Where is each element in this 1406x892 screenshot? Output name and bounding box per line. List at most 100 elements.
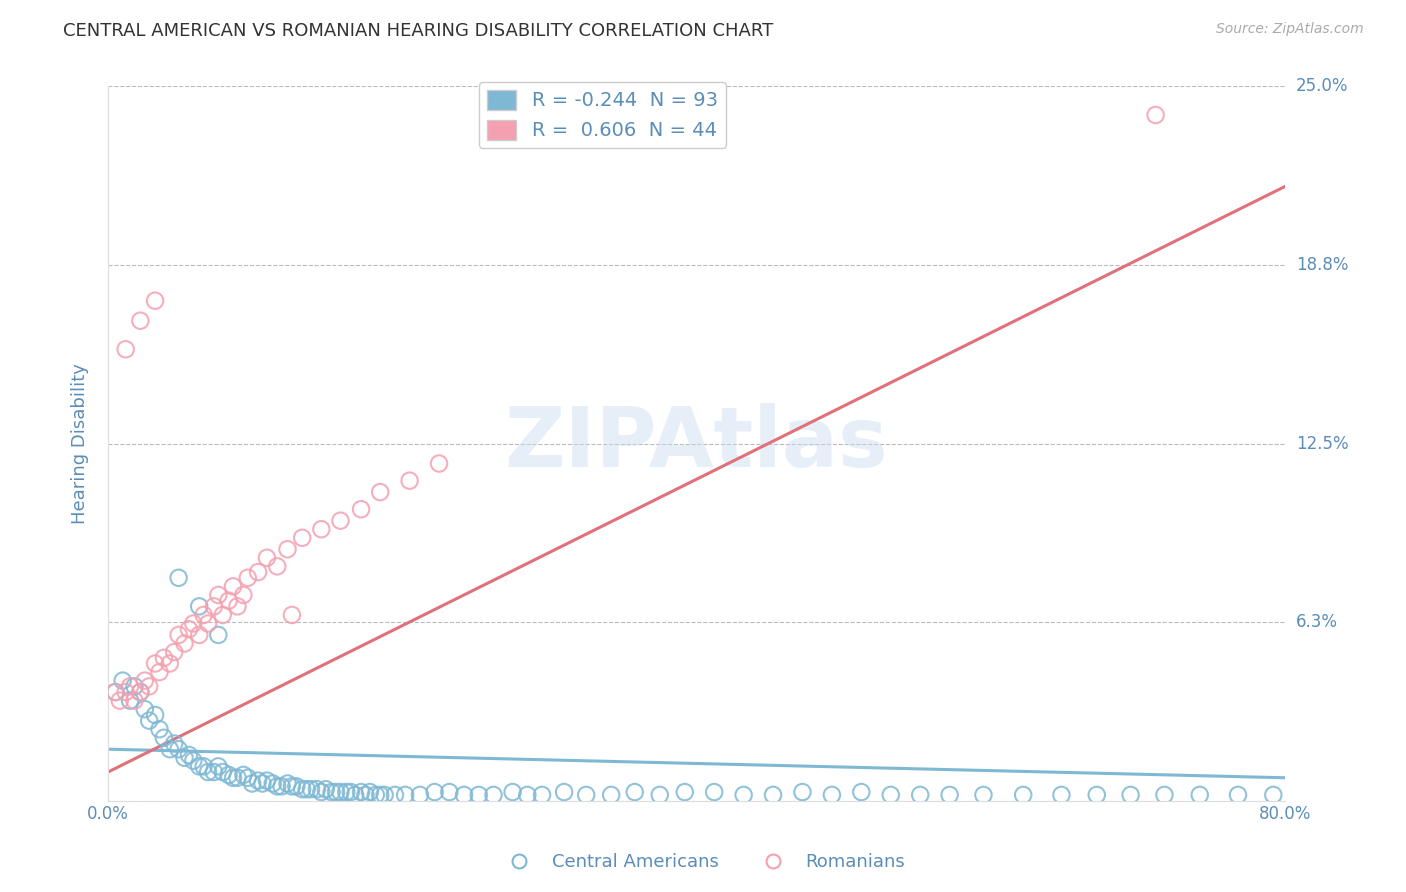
Text: 12.5%: 12.5% <box>1296 434 1348 452</box>
Point <box>240 776 263 790</box>
Point <box>295 782 318 797</box>
Point <box>124 693 146 707</box>
Point <box>148 722 170 736</box>
Point <box>1119 788 1142 802</box>
Y-axis label: Hearing Disability: Hearing Disability <box>72 363 89 524</box>
Point <box>285 780 308 794</box>
Text: 18.8%: 18.8% <box>1296 256 1348 274</box>
Point <box>354 788 377 802</box>
Point <box>188 628 211 642</box>
Point <box>439 785 461 799</box>
Point <box>252 776 274 790</box>
Point <box>364 788 387 802</box>
Point <box>368 485 391 500</box>
Point <box>908 788 931 802</box>
Point <box>266 559 288 574</box>
Point <box>218 593 240 607</box>
Point <box>193 759 215 773</box>
Point <box>553 785 575 799</box>
Point <box>262 776 284 790</box>
Point <box>299 782 322 797</box>
Point <box>335 785 357 799</box>
Point <box>163 645 186 659</box>
Point <box>276 776 298 790</box>
Text: ZIPAtlas: ZIPAtlas <box>505 403 889 484</box>
Point <box>197 616 219 631</box>
Point <box>193 607 215 622</box>
Point <box>207 628 229 642</box>
Point <box>600 788 623 802</box>
Point <box>648 788 671 802</box>
Point <box>1050 788 1073 802</box>
Point <box>339 785 361 799</box>
Point <box>256 550 278 565</box>
Point <box>329 514 352 528</box>
Point <box>143 293 166 308</box>
Point <box>531 788 554 802</box>
Point <box>173 751 195 765</box>
Point <box>207 759 229 773</box>
Text: Source: ZipAtlas.com: Source: ZipAtlas.com <box>1216 22 1364 37</box>
Point <box>202 765 225 780</box>
Point <box>143 707 166 722</box>
Point <box>124 679 146 693</box>
Point <box>134 673 156 688</box>
Point <box>325 785 347 799</box>
Point <box>291 531 314 545</box>
Point <box>159 657 181 671</box>
Point <box>344 788 367 802</box>
Point <box>329 785 352 799</box>
Point <box>409 788 432 802</box>
Point <box>972 788 994 802</box>
Point <box>703 785 725 799</box>
Point <box>120 679 142 693</box>
Point <box>270 780 292 794</box>
Point <box>232 768 254 782</box>
Point <box>281 780 304 794</box>
Point <box>197 765 219 780</box>
Point <box>575 788 598 802</box>
Point <box>177 747 200 762</box>
Point <box>167 571 190 585</box>
Point <box>1144 108 1167 122</box>
Point <box>173 636 195 650</box>
Point <box>104 685 127 699</box>
Point <box>266 780 288 794</box>
Point <box>247 565 270 579</box>
Point <box>502 785 524 799</box>
Point <box>359 785 381 799</box>
Point <box>821 788 844 802</box>
Point <box>291 782 314 797</box>
Point <box>305 782 328 797</box>
Point <box>114 343 136 357</box>
Point <box>350 785 373 799</box>
Point <box>792 785 814 799</box>
Point <box>167 628 190 642</box>
Point <box>1227 788 1250 802</box>
Point <box>129 685 152 699</box>
Point <box>256 773 278 788</box>
Point <box>183 616 205 631</box>
Point <box>222 579 245 593</box>
Point <box>423 785 446 799</box>
Point <box>311 785 333 799</box>
Point <box>211 607 233 622</box>
Point <box>111 673 134 688</box>
Point <box>394 788 416 802</box>
Point <box>623 785 645 799</box>
Point <box>851 785 873 799</box>
Point <box>281 607 304 622</box>
Text: CENTRAL AMERICAN VS ROMANIAN HEARING DISABILITY CORRELATION CHART: CENTRAL AMERICAN VS ROMANIAN HEARING DIS… <box>63 22 773 40</box>
Point <box>453 788 475 802</box>
Point <box>148 665 170 679</box>
Point <box>226 599 249 614</box>
Text: 25.0%: 25.0% <box>1296 78 1348 95</box>
Point <box>398 474 420 488</box>
Point <box>516 788 538 802</box>
Point <box>153 731 176 745</box>
Point <box>188 759 211 773</box>
Point <box>138 679 160 693</box>
Point <box>384 788 406 802</box>
Legend: Central Americans, Romanians: Central Americans, Romanians <box>494 847 912 879</box>
Point <box>236 571 259 585</box>
